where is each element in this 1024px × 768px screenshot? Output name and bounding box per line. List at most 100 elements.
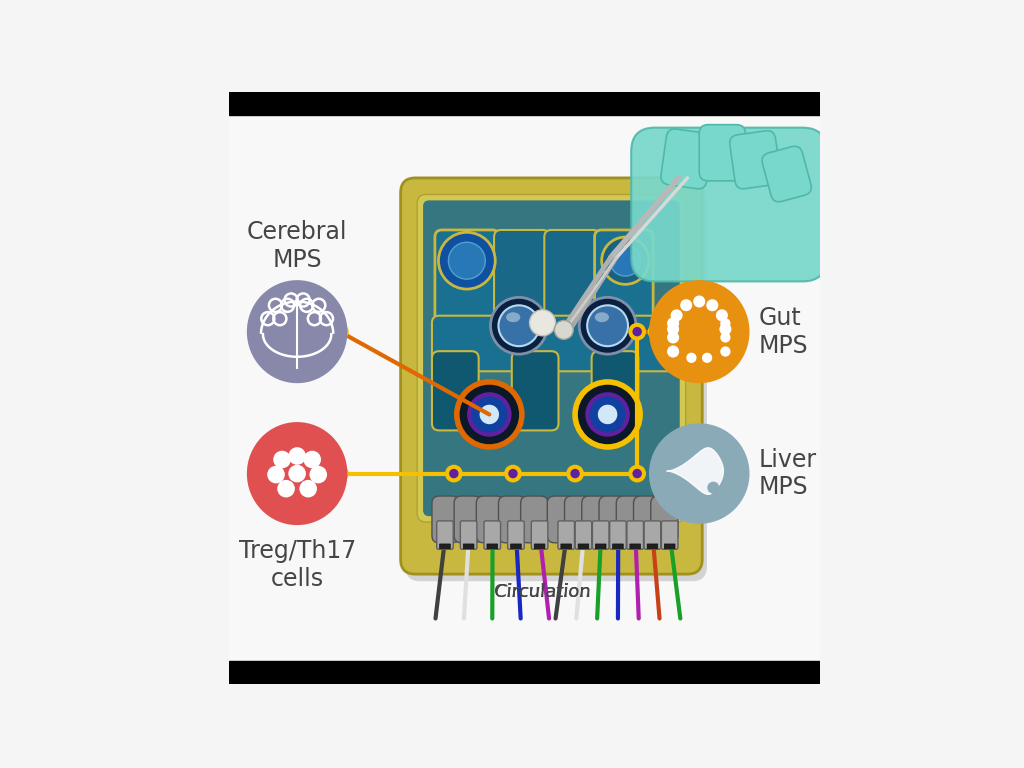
FancyBboxPatch shape [432,496,459,543]
Circle shape [720,318,730,329]
FancyBboxPatch shape [579,544,589,548]
Circle shape [469,394,510,435]
FancyBboxPatch shape [417,194,686,522]
Text: Liver
MPS: Liver MPS [759,448,816,499]
Circle shape [331,465,349,482]
Circle shape [667,346,679,358]
Circle shape [633,468,642,478]
Circle shape [720,333,730,343]
Circle shape [450,468,459,478]
Circle shape [708,482,719,494]
Circle shape [479,405,499,424]
FancyBboxPatch shape [439,544,451,548]
Circle shape [598,405,617,424]
FancyBboxPatch shape [461,521,477,549]
FancyBboxPatch shape [535,544,545,548]
Ellipse shape [506,313,520,323]
Circle shape [335,468,345,478]
Circle shape [588,394,628,435]
FancyBboxPatch shape [595,230,653,321]
FancyBboxPatch shape [616,496,643,543]
Circle shape [680,300,692,311]
Circle shape [633,327,642,336]
Circle shape [554,320,573,339]
FancyBboxPatch shape [564,496,592,543]
FancyBboxPatch shape [454,496,481,543]
FancyBboxPatch shape [609,521,627,549]
FancyBboxPatch shape [762,146,811,202]
Circle shape [449,242,485,279]
Circle shape [457,382,522,447]
Circle shape [331,323,349,340]
Circle shape [707,300,719,311]
FancyBboxPatch shape [435,230,500,321]
Circle shape [529,310,556,336]
Circle shape [667,317,679,329]
Circle shape [602,237,649,284]
Circle shape [445,465,463,482]
FancyBboxPatch shape [651,496,678,543]
Bar [229,661,820,684]
Circle shape [335,327,345,336]
Text: Treg/Th17
cells: Treg/Th17 cells [239,539,355,591]
Circle shape [438,232,496,289]
FancyBboxPatch shape [484,521,501,549]
FancyBboxPatch shape [665,544,675,548]
Circle shape [289,447,306,465]
Circle shape [289,465,306,482]
FancyBboxPatch shape [627,521,643,549]
FancyBboxPatch shape [476,496,504,543]
FancyBboxPatch shape [511,544,521,548]
FancyBboxPatch shape [575,521,592,549]
Circle shape [716,310,728,321]
Circle shape [686,353,696,363]
Circle shape [667,323,679,335]
Circle shape [693,296,706,307]
FancyBboxPatch shape [423,200,680,516]
Circle shape [652,327,662,336]
FancyBboxPatch shape [558,521,574,549]
FancyBboxPatch shape [494,230,550,321]
FancyBboxPatch shape [592,351,638,430]
FancyBboxPatch shape [595,544,606,548]
Circle shape [719,323,731,335]
Circle shape [490,297,547,354]
FancyBboxPatch shape [520,496,548,543]
Circle shape [504,465,522,482]
FancyBboxPatch shape [508,521,524,549]
FancyBboxPatch shape [499,496,525,543]
Circle shape [671,310,683,321]
Text: Circulation: Circulation [495,583,591,601]
FancyBboxPatch shape [436,521,454,549]
FancyBboxPatch shape [662,521,678,549]
FancyBboxPatch shape [660,129,713,189]
Circle shape [580,297,636,354]
Ellipse shape [247,280,347,383]
FancyBboxPatch shape [634,496,660,543]
Circle shape [629,323,646,340]
FancyBboxPatch shape [547,496,574,543]
Circle shape [566,465,584,482]
Circle shape [610,245,641,276]
Circle shape [273,451,291,468]
FancyBboxPatch shape [644,521,660,549]
FancyBboxPatch shape [730,131,780,189]
Text: Cerebral
MPS: Cerebral MPS [247,220,347,272]
Circle shape [499,306,540,346]
Bar [229,92,820,114]
Circle shape [702,353,713,363]
Text: Gut
MPS: Gut MPS [759,306,808,358]
Circle shape [278,480,295,498]
Circle shape [720,346,730,356]
Circle shape [508,468,518,478]
Circle shape [647,323,666,340]
Circle shape [299,480,317,498]
FancyBboxPatch shape [406,185,707,581]
FancyBboxPatch shape [400,178,702,574]
FancyBboxPatch shape [582,496,609,543]
Polygon shape [667,448,723,495]
Ellipse shape [595,313,609,323]
Ellipse shape [247,422,347,525]
FancyBboxPatch shape [432,316,694,371]
FancyBboxPatch shape [631,127,826,281]
